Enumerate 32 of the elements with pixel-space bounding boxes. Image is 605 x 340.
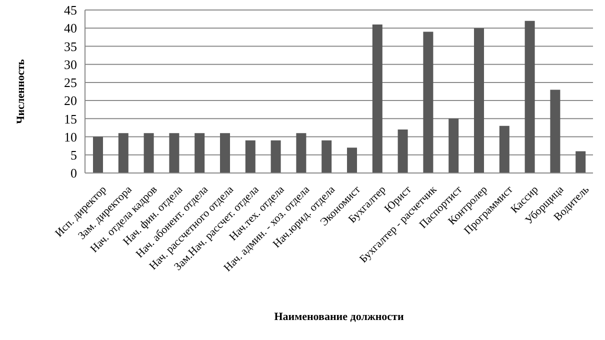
y-tick-label: 25 [64, 75, 77, 90]
y-tick-label: 15 [64, 111, 77, 126]
y-tick-label: 20 [64, 93, 77, 108]
bar [118, 133, 128, 173]
bar [499, 126, 510, 173]
bar [245, 140, 256, 173]
y-tick-label: 40 [64, 20, 77, 36]
y-axis-title: Численность [14, 59, 27, 124]
bar [194, 133, 205, 173]
bar [220, 133, 230, 173]
bar [550, 90, 560, 173]
bar [524, 20, 535, 173]
y-tick-label: 5 [70, 148, 77, 163]
x-axis-title: Наименование должности [274, 311, 404, 323]
y-tick-label: 30 [64, 56, 77, 72]
y-tick-label: 10 [64, 129, 77, 144]
y-tick-label: 35 [64, 38, 77, 54]
bar [169, 133, 180, 173]
bar [372, 24, 382, 173]
bar [144, 133, 154, 173]
bar [398, 130, 408, 173]
bar [423, 32, 434, 173]
bar [347, 148, 357, 173]
y-tick-label: 0 [70, 166, 77, 181]
y-tick-label: 45 [64, 2, 77, 18]
bar [322, 140, 332, 173]
bar [448, 118, 459, 173]
bar [296, 133, 306, 173]
bar [576, 151, 586, 173]
bar [93, 136, 103, 173]
bar [270, 140, 281, 173]
bar [474, 28, 484, 173]
